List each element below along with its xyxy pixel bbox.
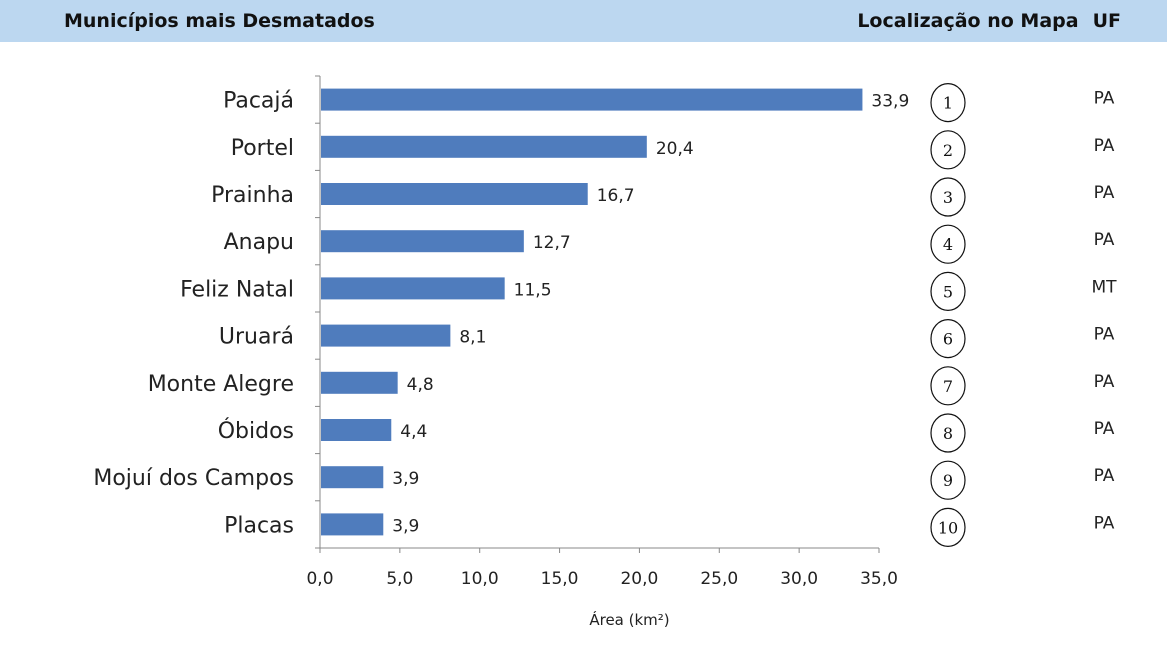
- header-right: Localização no Mapa UF: [857, 10, 1121, 32]
- x-tick-label: 35,0: [860, 569, 898, 589]
- category-label: Placas: [224, 513, 294, 538]
- bar: [321, 135, 647, 158]
- category-label: Pacajá: [223, 89, 294, 114]
- bar: [321, 419, 392, 441]
- uf-label: PA: [1094, 325, 1115, 345]
- uf-label: PA: [1094, 230, 1115, 250]
- map-number-label: 8: [943, 424, 953, 443]
- data-label: 12,7: [533, 233, 571, 253]
- chart-title: Municípios mais Desmatados: [64, 10, 375, 32]
- category-label: Óbidos: [218, 418, 294, 444]
- map-number-label: 7: [943, 377, 953, 396]
- category-label: Mojuí dos Campos: [93, 466, 294, 491]
- category-label: Feliz Natal: [180, 277, 294, 302]
- uf-label: PA: [1094, 136, 1115, 156]
- map-number-circle: [930, 460, 966, 500]
- uf-label: PA: [1094, 466, 1115, 486]
- data-label: 20,4: [656, 139, 694, 159]
- bar: [321, 88, 863, 111]
- map-number-circle: [930, 271, 966, 311]
- uf-label: PA: [1094, 513, 1115, 533]
- map-number-label: 4: [943, 235, 953, 254]
- header-bar: Municípios mais Desmatados Localização n…: [0, 0, 1167, 42]
- data-label: 33,9: [871, 92, 909, 112]
- bar: [321, 513, 384, 536]
- category-label: Portel: [231, 136, 294, 161]
- data-label: 8,1: [459, 328, 486, 348]
- map-number-circle: [930, 507, 966, 548]
- map-number-label: 5: [943, 282, 953, 301]
- map-number-label: 9: [943, 471, 953, 490]
- map-number-circle: [930, 82, 966, 123]
- x-tick-label: 30,0: [780, 569, 818, 589]
- x-tick-label: 15,0: [541, 569, 579, 589]
- map-number-circle: [930, 177, 966, 217]
- map-number-circle: [930, 130, 966, 170]
- category-label: Monte Alegre: [148, 372, 294, 397]
- map-number-circle: [930, 224, 966, 264]
- map-number-circle: [930, 366, 966, 406]
- uf-label: PA: [1094, 372, 1115, 392]
- map-number-label: 2: [943, 141, 953, 160]
- data-label: 16,7: [597, 186, 635, 206]
- bar: [321, 324, 451, 347]
- x-tick-label: 5,0: [386, 569, 413, 589]
- x-tick-label: 0,0: [306, 569, 333, 589]
- bar: [321, 230, 524, 253]
- data-label: 4,8: [407, 375, 434, 395]
- map-number-label: 10: [938, 518, 958, 537]
- map-number-label: 1: [943, 94, 953, 113]
- uf-header: UF: [1092, 10, 1121, 32]
- map-number-circle: [930, 319, 966, 359]
- data-label: 3,9: [392, 469, 419, 489]
- uf-label: PA: [1094, 89, 1115, 109]
- x-tick-label: 10,0: [461, 569, 499, 589]
- data-label: 11,5: [514, 280, 552, 300]
- category-label: Prainha: [211, 183, 294, 208]
- map-location-header: Localização no Mapa: [857, 10, 1079, 32]
- bar: [321, 277, 505, 300]
- uf-label: MT: [1091, 277, 1117, 297]
- uf-label: PA: [1094, 419, 1115, 439]
- map-number-label: 3: [943, 188, 953, 207]
- bar: [321, 466, 384, 489]
- map-number-circle: [930, 413, 966, 453]
- x-tick-label: 25,0: [700, 569, 738, 589]
- map-number-label: 6: [943, 330, 953, 349]
- uf-label: PA: [1094, 183, 1115, 203]
- bar: [321, 371, 398, 394]
- category-label: Uruará: [219, 325, 294, 350]
- bar: [321, 183, 588, 205]
- data-label: 4,4: [400, 422, 427, 442]
- x-axis-title: Área (km²): [589, 610, 669, 629]
- data-label: 3,9: [392, 516, 419, 536]
- category-label: Anapu: [224, 230, 294, 255]
- x-tick-label: 20,0: [620, 569, 658, 589]
